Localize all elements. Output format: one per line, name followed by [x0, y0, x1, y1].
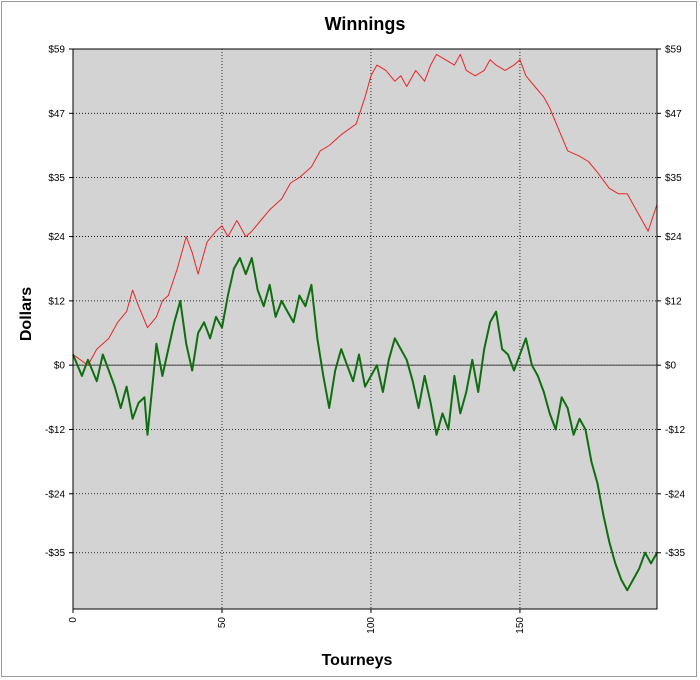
- y-tick-label-right: -$12: [665, 425, 685, 436]
- y-tick-label-left: $47: [48, 109, 65, 120]
- series-line-1: [72, 53, 658, 366]
- x-tick-label: 50: [217, 617, 228, 629]
- axis-ticks: $59 $59 $47 $47 $35 $35 $24 $24 $12 $12 $0 $0 -$12 -$…: [45, 45, 685, 634]
- y-tick-label-right: $12: [665, 296, 682, 307]
- y-axis-title: Dollars: [18, 287, 35, 341]
- x-tick-label: 0: [68, 617, 79, 623]
- y-tick-label-right: -$24: [665, 489, 685, 500]
- y-tick-label-left: $59: [48, 45, 65, 56]
- x-tick-label: 100: [366, 617, 377, 634]
- y-tick-label-right: $35: [665, 173, 682, 184]
- y-tick-label-right: $24: [665, 232, 682, 243]
- series-line-2: [72, 257, 658, 592]
- x-axis-title: Tourneys: [322, 652, 393, 669]
- chart-title: Winnings: [325, 14, 406, 34]
- y-tick-label-right: $0: [665, 361, 677, 372]
- y-tick-label-left: $35: [48, 173, 65, 184]
- y-tick-label-left: -$24: [45, 489, 65, 500]
- y-tick-label-left: $0: [54, 361, 66, 372]
- y-tick-label-right: $47: [665, 109, 682, 120]
- y-tick-label-right: $59: [665, 45, 682, 56]
- y-tick-label-left: $12: [48, 296, 65, 307]
- plot-border: [72, 48, 658, 610]
- plot-area: [73, 49, 657, 609]
- y-tick-label-left: $24: [48, 232, 65, 243]
- y-tick-label-right: -$35: [665, 548, 685, 559]
- x-tick-label: 150: [515, 617, 526, 634]
- y-tick-label-left: -$12: [45, 425, 65, 436]
- y-tick-label-left: -$35: [45, 548, 65, 559]
